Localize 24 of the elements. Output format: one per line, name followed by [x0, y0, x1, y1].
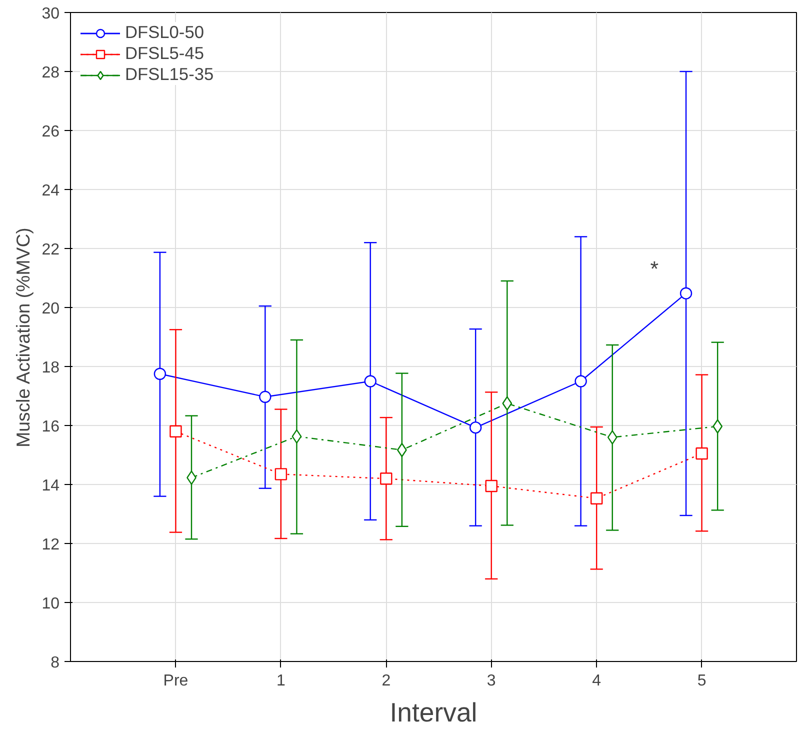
y-tick-label: 12	[42, 536, 60, 554]
y-tick-label: 20	[42, 300, 60, 318]
y-tick-label: 28	[42, 64, 60, 82]
legend-label: DFSL5-45	[125, 43, 204, 64]
y-tick-label: 22	[42, 242, 60, 258]
y-tick-label: 8	[50, 654, 60, 672]
x-tick-label: 3	[486, 672, 496, 690]
y-tick-label: 10	[42, 596, 60, 612]
y-tick-label: 16	[42, 418, 60, 436]
y-tick-label: 24	[42, 182, 60, 200]
x-tick-label: 4	[592, 672, 602, 690]
y-tick-label: 30	[42, 6, 60, 22]
legend-label: DFSL15-35	[125, 64, 214, 85]
x-tick-label: 1	[276, 672, 286, 690]
x-tick-label: 2	[382, 672, 391, 690]
y-axis-title: Muscle Activation (%MVC)	[12, 228, 34, 448]
y-tick-label: 14	[42, 478, 60, 494]
x-tick-label: 5	[697, 672, 706, 690]
y-tick-label: 18	[42, 360, 60, 376]
annotation: *	[650, 256, 659, 281]
y-tick-label: 26	[42, 124, 60, 140]
legend-label: DFSL0-50	[125, 22, 204, 43]
x-tick-label: Pre	[163, 672, 188, 690]
x-axis-title: Interval	[390, 698, 478, 728]
